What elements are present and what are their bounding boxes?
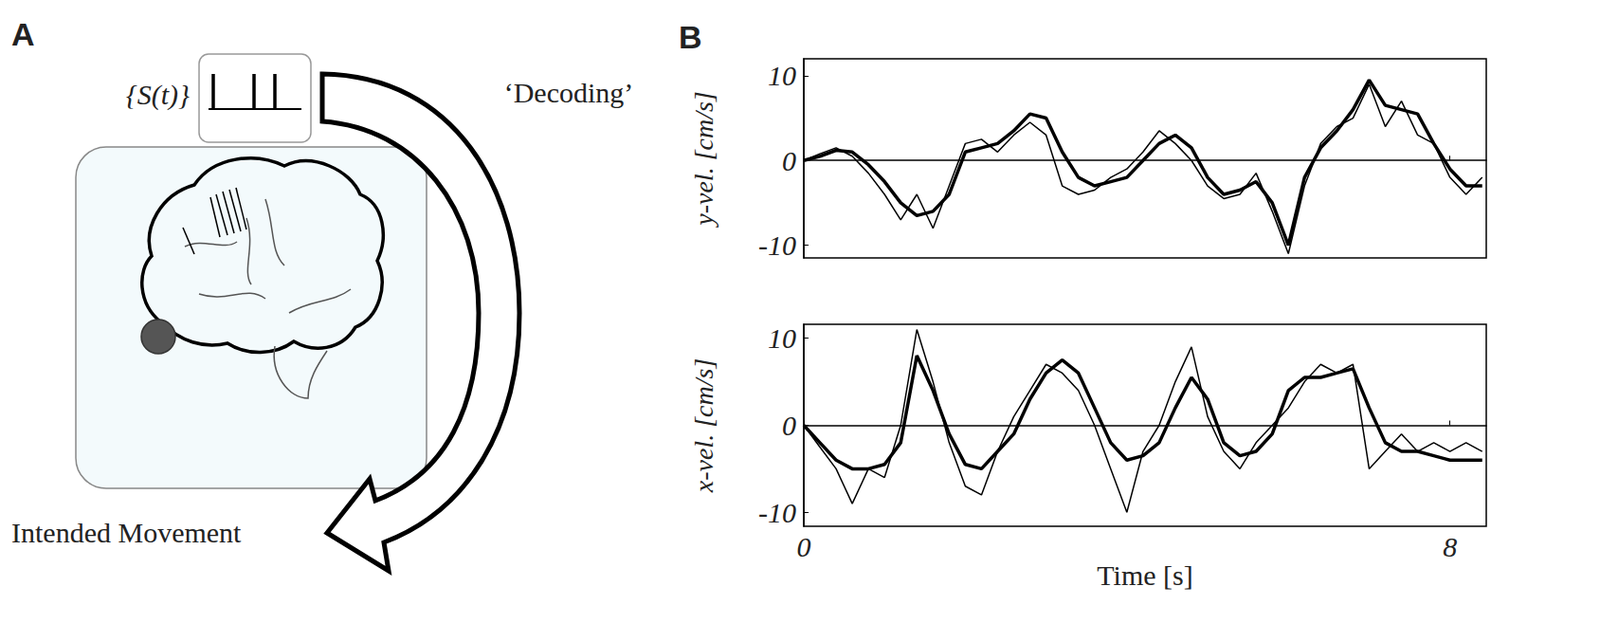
svg-text:10: 10 (767, 59, 797, 91)
svg-text:10: 10 (767, 322, 797, 354)
svg-text:{S(t)}: {S(t)} (126, 78, 190, 111)
svg-text:8: 8 (1442, 530, 1457, 563)
svg-text:0: 0 (797, 530, 812, 563)
svg-text:Intended Movement: Intended Movement (11, 516, 242, 548)
svg-text:A: A (11, 16, 36, 53)
svg-text:0: 0 (781, 145, 797, 177)
svg-text:-10: -10 (758, 496, 797, 528)
svg-text:0: 0 (781, 409, 797, 441)
svg-text:B: B (678, 18, 703, 55)
svg-text:-10: -10 (758, 229, 797, 261)
svg-text:y-vel. [cm/s]: y-vel. [cm/s] (689, 90, 719, 229)
svg-text:‘Decoding’: ‘Decoding’ (504, 76, 635, 109)
svg-text:x-vel. [cm/s]: x-vel. [cm/s] (689, 358, 719, 494)
svg-text:Time [s]: Time [s] (1096, 559, 1193, 591)
